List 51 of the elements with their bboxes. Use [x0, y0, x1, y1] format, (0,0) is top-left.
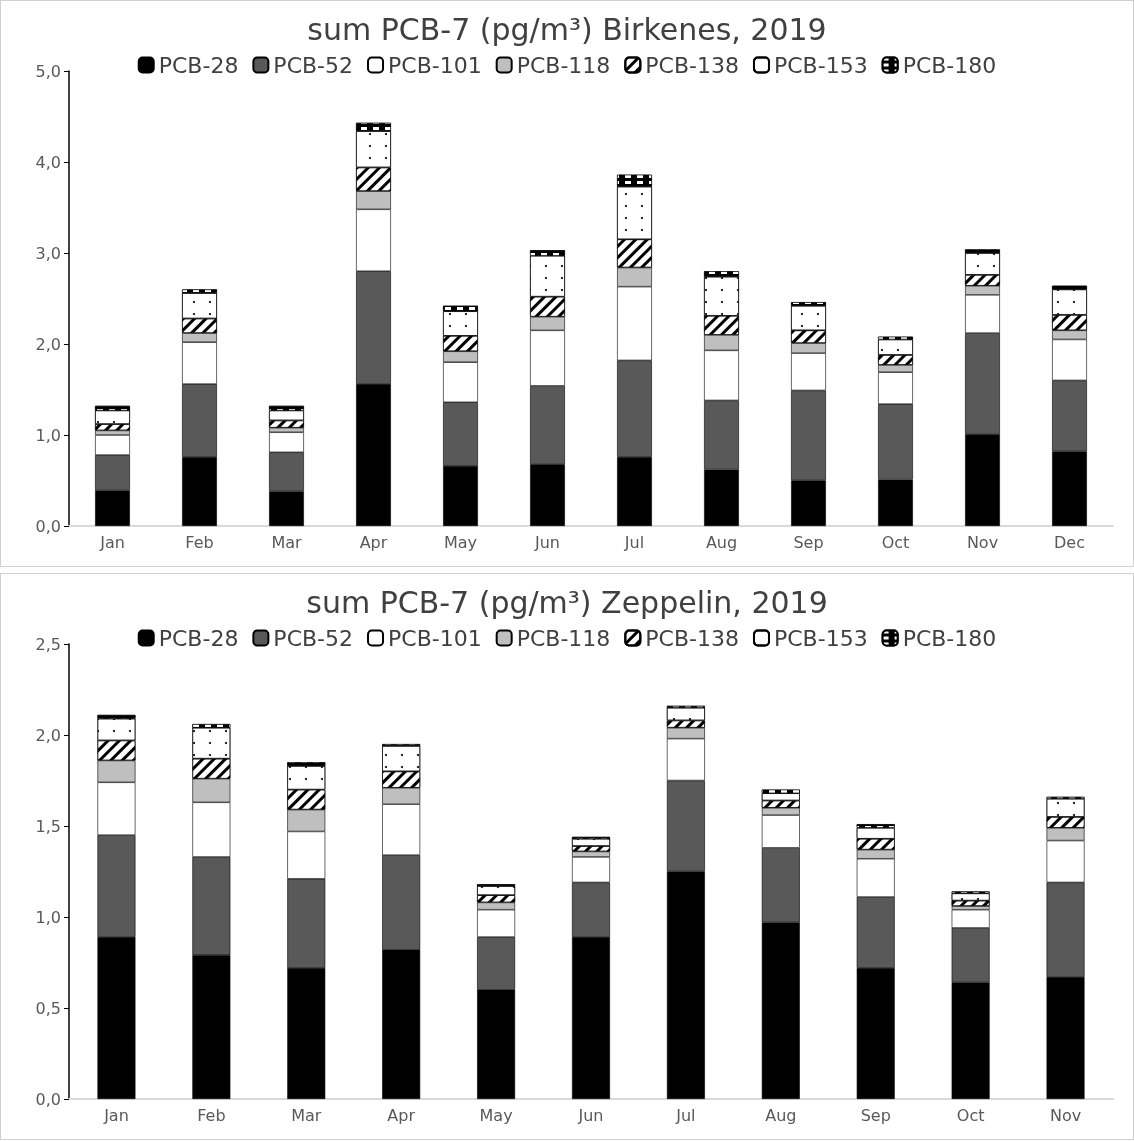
x-tick-label: Jun: [577, 1105, 604, 1125]
y-tick-label: 5,0: [35, 61, 61, 81]
x-tick-label: Mar: [271, 532, 303, 552]
y-tick-label: 2,0: [35, 725, 61, 745]
legend-label: PCB-118: [516, 52, 611, 78]
x-tick-label: May: [479, 1105, 513, 1125]
x-tick-label: Oct: [956, 1105, 985, 1125]
legend-label: PCB-52: [273, 625, 354, 651]
legend-label: PCB-138: [645, 52, 739, 78]
x-tick-label: Feb: [185, 532, 214, 552]
y-tick-label: 1,0: [35, 907, 61, 927]
x-tick-label: Dec: [1054, 532, 1085, 552]
x-tick-label: Aug: [705, 532, 738, 552]
x-tick-label: Jan: [103, 1105, 129, 1125]
x-tick-label: Feb: [197, 1105, 226, 1125]
x-tick-label: Jul: [623, 532, 645, 552]
x-tick-label: Apr: [387, 1105, 416, 1125]
x-tick-label: Nov: [1049, 1105, 1082, 1125]
y-tick-label: 0,0: [35, 1089, 61, 1109]
legend-label: PCB-153: [773, 625, 868, 651]
x-tick-label: Nov: [966, 532, 999, 552]
y-tick-label: 1,5: [35, 816, 61, 836]
legend-label: PCB-101: [388, 625, 482, 651]
y-tick-label: 1,0: [35, 425, 61, 445]
chart-title: sum PCB-7 (pg/m³) Birkenes, 2019: [307, 11, 827, 47]
legend-label: PCB-28: [158, 52, 239, 78]
y-tick-label: 4,0: [35, 152, 61, 172]
x-tick-label: Jul: [675, 1105, 696, 1125]
legend-label: PCB-180: [902, 52, 997, 78]
x-tick-label: Sep: [793, 532, 824, 552]
y-tick-label: 2,0: [35, 334, 61, 354]
y-tick-label: 2,5: [35, 634, 61, 654]
legend-label: PCB-153: [773, 52, 868, 78]
x-tick-label: Oct: [881, 532, 910, 552]
legend-label: PCB-52: [273, 52, 354, 78]
x-tick-label: May: [443, 532, 478, 552]
x-tick-label: Sep: [860, 1105, 891, 1125]
chart-title: sum PCB-7 (pg/m³) Zeppelin, 2019: [306, 584, 828, 620]
legend-label: PCB-180: [902, 625, 997, 651]
legend-label: PCB-28: [158, 625, 239, 651]
legend-label: PCB-138: [645, 625, 739, 651]
legend-label: PCB-118: [516, 625, 611, 651]
y-tick-label: 0,0: [35, 516, 61, 536]
x-tick-label: Jun: [534, 532, 560, 552]
y-tick-label: 3,0: [35, 243, 61, 263]
legend-label: PCB-101: [388, 52, 482, 78]
x-tick-label: Mar: [291, 1105, 322, 1125]
x-tick-label: Jan: [99, 532, 125, 552]
y-tick-label: 0,5: [35, 998, 61, 1018]
x-tick-label: Aug: [765, 1105, 797, 1125]
x-tick-label: Apr: [359, 532, 388, 552]
